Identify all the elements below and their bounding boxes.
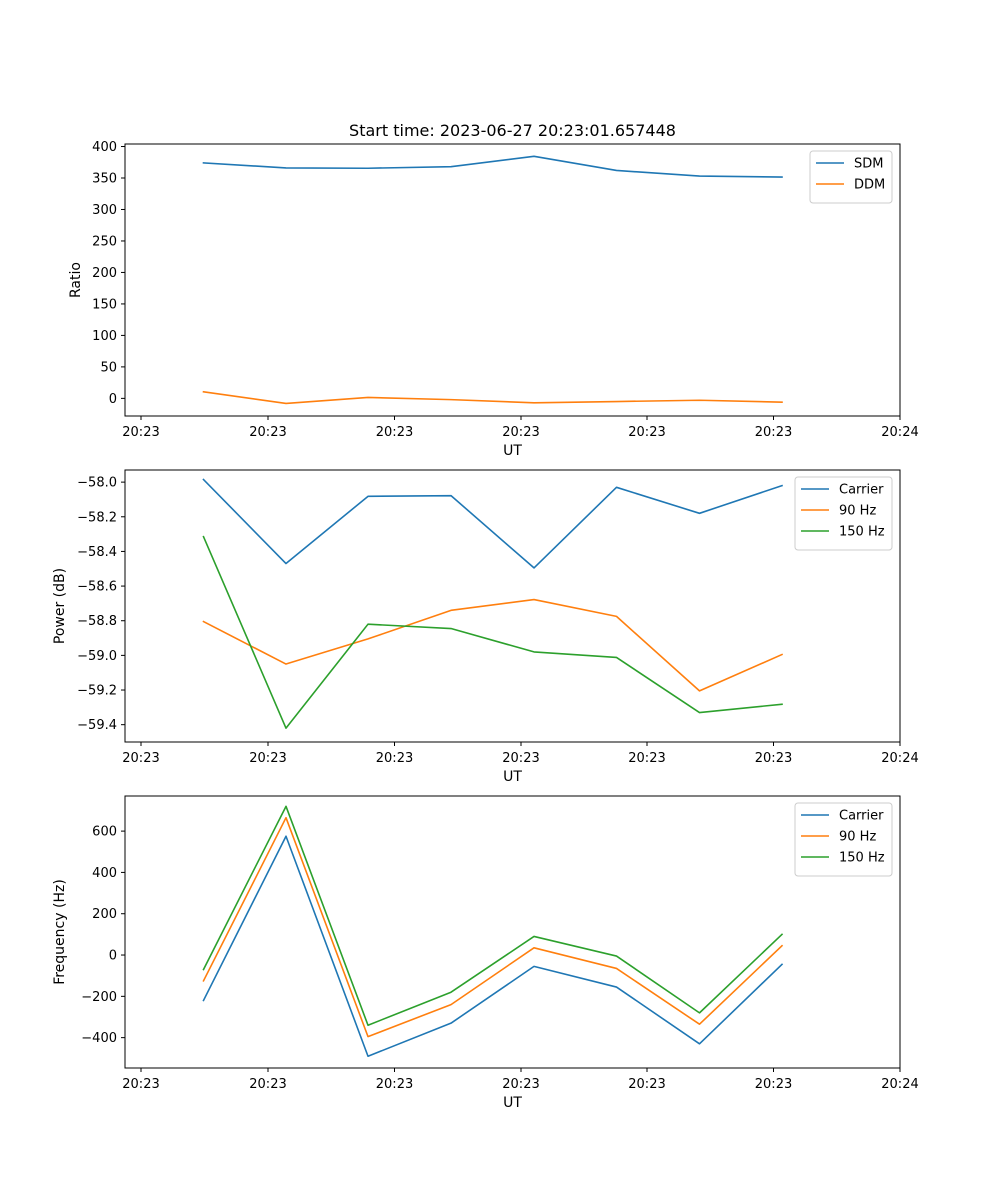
- x-tick-label: 20:24: [881, 1077, 918, 1092]
- y-tick-label: −58.2: [77, 510, 117, 525]
- legend-label: Carrier: [839, 809, 884, 824]
- y-tick-label: 400: [92, 866, 117, 881]
- y-tick-label: −400: [81, 1031, 117, 1046]
- y-tick-label: −59.2: [77, 684, 117, 699]
- x-tick-label: 20:23: [755, 1077, 792, 1092]
- y-tick-label: 250: [92, 234, 117, 249]
- y-tick-label: 350: [92, 172, 117, 187]
- x-axis-label: UT: [503, 769, 522, 785]
- x-axis-label: UT: [503, 1095, 522, 1111]
- series-line-sdm: [202, 155, 783, 178]
- x-tick-label: 20:24: [881, 751, 918, 766]
- y-tick-label: 400: [92, 140, 117, 155]
- y-tick-label: −59.0: [77, 649, 117, 664]
- y-tick-label: 200: [92, 907, 117, 922]
- series-line-150-hz: [202, 535, 783, 729]
- x-tick-label: 20:23: [122, 751, 159, 766]
- x-tick-label: 20:23: [122, 1077, 159, 1092]
- legend-label: 90 Hz: [839, 830, 876, 845]
- x-tick-label: 20:23: [249, 425, 286, 440]
- y-tick-label: 100: [92, 329, 117, 344]
- legend-label: DDM: [854, 178, 885, 193]
- series-line-carrier: [202, 835, 784, 1058]
- series-line-150-hz: [202, 805, 784, 1027]
- y-tick-label: 0: [109, 392, 117, 407]
- y-tick-label: 300: [92, 203, 117, 218]
- charts-container: 20:23 20:23 20:23 20:23 20:23 20:23 20:24 UT 0 50…: [52, 140, 919, 1111]
- y-tick-label: −58.0: [77, 476, 117, 491]
- y-tick-label: 600: [92, 825, 117, 840]
- y-tick-label: −59.4: [77, 718, 117, 733]
- figure-title: Start time: 2023-06-27 20:23:01.657448: [349, 121, 676, 140]
- series-line-90-hz: [202, 816, 784, 1038]
- legend-label: 90 Hz: [839, 504, 876, 519]
- legend: Carrier 90 Hz 150 Hz: [794, 802, 893, 877]
- y-tick-label: −58.8: [77, 614, 117, 629]
- x-tick-label: 20:23: [376, 425, 413, 440]
- y-axis-label: Power (dB): [52, 568, 68, 644]
- legend: Carrier 90 Hz 150 Hz: [794, 476, 893, 551]
- y-tick-label: −200: [81, 990, 117, 1005]
- chart-panel-1: 20:23 20:23 20:23 20:23 20:23 20:23 20:24 UT 0 50…: [68, 140, 919, 459]
- y-tick-label: 150: [92, 297, 117, 312]
- x-tick-label: 20:23: [628, 751, 665, 766]
- series-line-carrier: [202, 478, 784, 569]
- x-tick-label: 20:23: [628, 1077, 665, 1092]
- legend-label: SDM: [854, 157, 883, 172]
- chart-panel-3: 20:23 20:23 20:23 20:23 20:23 20:23 20:24 UT 600…: [52, 795, 919, 1111]
- x-axis-label: UT: [503, 443, 522, 459]
- x-tick-label: 20:24: [881, 425, 918, 440]
- y-tick-label: 50: [100, 360, 117, 375]
- legend-label: 150 Hz: [839, 525, 885, 540]
- x-tick-label: 20:23: [376, 751, 413, 766]
- legend: SDM DDM: [809, 150, 893, 204]
- x-tick-label: 20:23: [122, 425, 159, 440]
- x-tick-label: 20:23: [502, 1077, 539, 1092]
- x-tick-label: 20:23: [502, 425, 539, 440]
- series-line-ddm: [202, 390, 783, 405]
- x-tick-label: 20:23: [502, 751, 539, 766]
- y-tick-label: −58.6: [77, 580, 117, 595]
- y-tick-label: 200: [92, 266, 117, 281]
- x-tick-label: 20:23: [249, 1077, 286, 1092]
- series-line-90-hz: [202, 598, 784, 692]
- legend-label: 150 Hz: [839, 851, 885, 866]
- legend-box: [809, 150, 893, 204]
- x-tick-label: 20:23: [249, 751, 286, 766]
- plot-frame: [124, 143, 901, 417]
- legend-label: Carrier: [839, 483, 884, 498]
- y-axis-label: Frequency (Hz): [52, 879, 68, 985]
- y-axis-label: Ratio: [68, 262, 84, 298]
- x-tick-label: 20:23: [755, 751, 792, 766]
- plot-frame: [124, 795, 901, 1069]
- y-tick-label: 0: [109, 949, 117, 964]
- chart-panel-2: 20:23 20:23 20:23 20:23 20:23 20:23 20:24 UT −58…: [52, 469, 919, 785]
- x-tick-label: 20:23: [628, 425, 665, 440]
- x-tick-label: 20:23: [376, 1077, 413, 1092]
- plot-frame: [124, 469, 901, 743]
- y-tick-label: −58.4: [77, 545, 117, 560]
- x-tick-label: 20:23: [755, 425, 792, 440]
